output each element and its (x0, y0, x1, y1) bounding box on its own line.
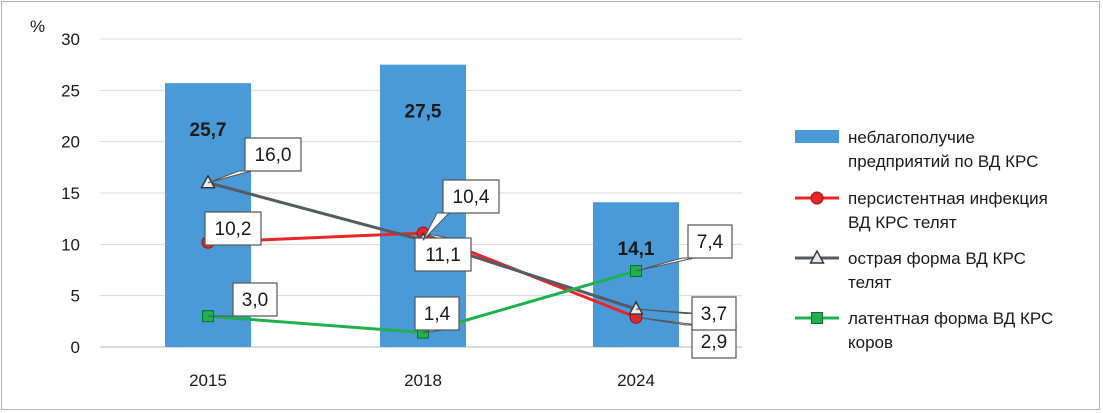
legend-marker (810, 191, 824, 205)
callout-box (442, 179, 500, 214)
y-axis-unit-label: % (30, 17, 45, 36)
callout-label: 2,9 (701, 332, 727, 353)
data-point (628, 300, 644, 315)
callout-label: 1,4 (424, 304, 451, 325)
legend-marker (811, 312, 823, 324)
bar-value-label: 25,7 (190, 120, 227, 141)
legend-label: предприятий по ВД КРС (848, 152, 1038, 171)
axes: % 0 5 10 15 20 25 30 2015 2018 2024 (30, 17, 655, 390)
callout-box (691, 296, 737, 331)
y-tick-label: 30 (61, 30, 80, 49)
legend-label: острая форма ВД КРС (848, 249, 1026, 268)
legend-label: неблагополучие (848, 128, 975, 147)
y-tick-label: 0 (71, 338, 80, 357)
y-tick-label: 25 (61, 81, 80, 100)
legend-marker (809, 249, 825, 264)
callout-label: 10,2 (215, 219, 252, 240)
callout-label: 16,0 (255, 145, 292, 166)
data-callouts: 25,7 27,5 14,1 10,2 11,1 2,9 16,0 10,4 3,7 3,0 1,4… (190, 102, 737, 359)
y-tick-label: 20 (61, 133, 80, 152)
legend-label: коров (848, 333, 893, 352)
legend: неблагополучие предприятий по ВД КРС перси… (795, 128, 1053, 352)
callout-box (232, 282, 278, 317)
callout-box (204, 211, 262, 246)
y-tick-label: 10 (61, 235, 80, 254)
bar-value-label: 27,5 (405, 102, 442, 123)
x-tick-label: 2024 (617, 371, 655, 390)
legend-label: персистентная инфекция (848, 189, 1048, 208)
callout-box (414, 237, 472, 272)
y-tick-label: 15 (61, 184, 80, 203)
bar-value-label: 14,1 (618, 239, 655, 260)
legend-label: латентная форма ВД КРС (848, 309, 1053, 328)
callout-label: 11,1 (425, 245, 461, 266)
callout-label: 3,7 (701, 304, 727, 325)
callout-box (414, 296, 460, 331)
callout-label: 10,4 (453, 187, 490, 208)
x-tick-label: 2015 (189, 371, 227, 390)
callout-box (687, 224, 733, 259)
y-tick-label: 5 (71, 287, 80, 306)
legend-label: ВД КРС телят (848, 213, 957, 232)
callout-label: 3,0 (242, 290, 268, 311)
callout-box (244, 137, 302, 172)
legend-swatch (795, 130, 839, 143)
x-tick-label: 2018 (404, 371, 442, 390)
legend-label: телят (848, 273, 892, 292)
callout-label: 7,4 (697, 232, 724, 253)
